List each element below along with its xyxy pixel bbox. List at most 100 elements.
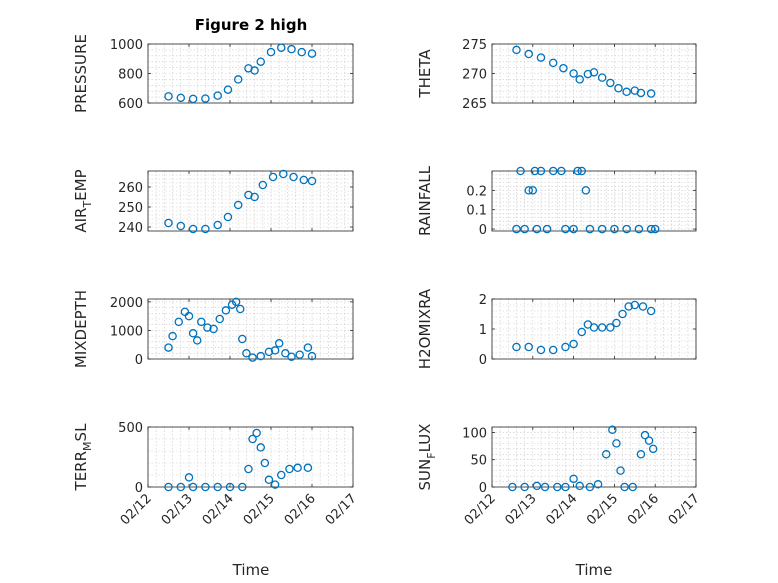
data-point [536, 53, 546, 62]
x-axis-label-right: Time [575, 561, 613, 579]
data-point [638, 302, 648, 311]
data-point [601, 450, 611, 459]
x-tick-label: 02/17 [323, 491, 360, 528]
data-point [573, 166, 582, 176]
data-point [548, 166, 558, 176]
data-point [201, 482, 210, 492]
data-point [532, 224, 542, 234]
data-point [303, 463, 313, 473]
data-point [516, 166, 525, 176]
data-point [569, 339, 578, 349]
data-point [231, 297, 241, 307]
data-point [581, 186, 591, 195]
y-tick-label: 1 [479, 323, 487, 338]
chart-panel-3: 240 250 260 AIRTEMP [72, 169, 354, 236]
data-point [276, 470, 286, 480]
data-point [279, 169, 288, 179]
data-point [213, 482, 222, 492]
data-point [266, 47, 276, 57]
y-tick-label: 0 [479, 353, 487, 368]
data-point [622, 224, 631, 234]
axes-box [147, 426, 354, 488]
y-axis-label: AIRTEMP [72, 169, 94, 232]
y-axis-label: TERRMSL [72, 423, 94, 492]
y-tick-label: 275 [462, 38, 487, 53]
data-point [287, 44, 296, 54]
data-point [559, 63, 568, 73]
data-point [213, 220, 222, 230]
data-point [188, 482, 198, 492]
data-point [608, 425, 617, 434]
y-axis-label: H2OMIXRA [416, 288, 434, 369]
data-point [297, 47, 306, 57]
data-point [188, 224, 198, 234]
data-point [276, 43, 286, 52]
axes-box [147, 170, 354, 232]
y-axis-label: PRESSURE [72, 34, 90, 113]
data-point [577, 327, 587, 337]
x-tick-label: 02/15 [584, 491, 621, 528]
data-point [530, 166, 540, 176]
data-point [307, 49, 317, 58]
data-point [620, 482, 629, 492]
data-point [188, 94, 198, 104]
data-point [548, 58, 558, 68]
data-point [164, 92, 173, 101]
data-point [612, 439, 621, 448]
data-point [597, 323, 607, 332]
data-point [636, 450, 646, 459]
data-point [299, 175, 309, 185]
data-point [628, 482, 638, 492]
chart-panel-5: 0 1000 2000 MIXDEPTH [72, 290, 354, 368]
data-point [569, 474, 578, 484]
data-point [646, 224, 656, 234]
data-point [606, 323, 615, 332]
data-point [192, 336, 202, 345]
data-point [244, 464, 253, 474]
data-point [164, 218, 173, 228]
x-tick-label: 02/14 [200, 491, 237, 528]
data-point [270, 480, 280, 489]
data-point [235, 304, 245, 314]
y-tick-label: 270 [462, 68, 487, 83]
data-point [184, 473, 194, 482]
data-point [589, 323, 599, 332]
data-point [215, 314, 224, 324]
chart-panel-7: 0 500 02/12 02/13 02/14 02/15 02/16 02/17 TERRMS… [72, 421, 360, 528]
data-point [184, 311, 194, 321]
y-tick-label: 260 [118, 181, 143, 196]
data-point [164, 482, 173, 492]
y-tick-label: 1000 [110, 38, 143, 53]
data-point [176, 93, 186, 103]
axes-box [491, 170, 697, 232]
data-point [577, 166, 587, 176]
data-point [524, 49, 533, 59]
data-point [250, 66, 259, 75]
data-point [223, 85, 233, 94]
data-point [248, 434, 257, 444]
data-point [508, 482, 517, 492]
data-point [634, 224, 644, 234]
data-point [281, 349, 290, 358]
y-tick-label: 0 [135, 481, 143, 496]
data-point [285, 464, 294, 474]
data-point [561, 224, 570, 234]
y-tick-label: 0 [479, 481, 487, 496]
data-point [646, 89, 656, 98]
y-axis-label: RAINFALL [416, 165, 434, 236]
data-point [569, 69, 578, 78]
plot-area [148, 171, 353, 231]
x-axis-label-left: Time [232, 561, 270, 579]
x-tick-label: 02/12 [118, 491, 155, 528]
data-point [197, 317, 206, 327]
data-point [644, 436, 654, 445]
data-point [512, 224, 521, 234]
data-point [287, 352, 296, 361]
data-point [630, 300, 640, 310]
axes-box [147, 298, 354, 360]
data-point [575, 75, 584, 84]
data-point [542, 224, 552, 234]
data-point [188, 329, 198, 338]
data-point [536, 166, 546, 176]
